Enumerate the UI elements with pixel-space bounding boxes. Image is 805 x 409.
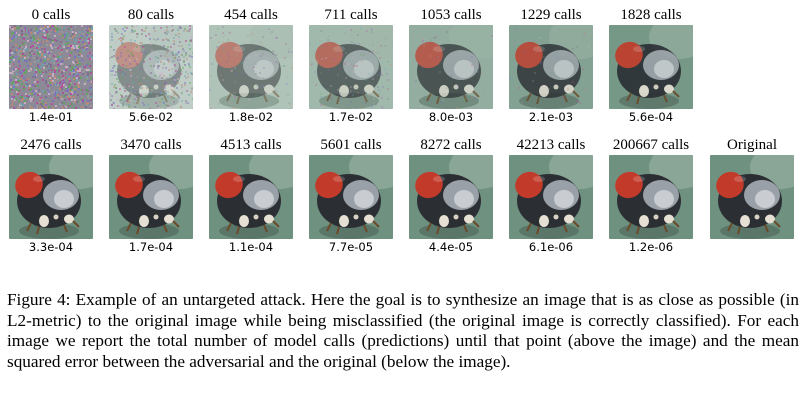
figure-panel: 1053 calls 8.0e-03 bbox=[401, 7, 501, 126]
ladybug-image bbox=[609, 25, 693, 109]
model-calls-label: 1828 calls bbox=[620, 7, 682, 23]
mse-label: 3.3e-04 bbox=[28, 240, 74, 254]
mse-label: 1.1e-04 bbox=[228, 240, 274, 254]
model-calls-label: 5601 calls bbox=[320, 137, 382, 153]
ladybug-image bbox=[309, 155, 393, 239]
model-calls-label: 200667 calls bbox=[612, 137, 690, 153]
model-calls-label: 454 calls bbox=[224, 7, 278, 23]
model-calls-label: 4513 calls bbox=[220, 137, 282, 153]
figure-panel: 200667 calls 1.2e-06 bbox=[601, 137, 701, 256]
figure-panel: 42213 calls 6.1e-06 bbox=[501, 137, 601, 256]
figure-grid: 0 calls 1.4e-01 80 calls 5.6e-02 454 calls 1.… bbox=[1, 7, 794, 254]
model-calls-label: 1229 calls bbox=[520, 7, 582, 23]
mse-label: 1.8e-02 bbox=[228, 110, 274, 124]
ladybug-image bbox=[209, 25, 293, 109]
mse-label: 5.6e-02 bbox=[128, 110, 174, 124]
model-calls-label: 42213 calls bbox=[516, 137, 586, 153]
ladybug-image bbox=[409, 155, 493, 239]
figure-panel: 711 calls 1.7e-02 bbox=[301, 7, 401, 126]
ladybug-image bbox=[509, 25, 593, 109]
mse-label: 1.7e-02 bbox=[328, 110, 374, 124]
model-calls-label: 0 calls bbox=[31, 7, 71, 23]
figure-panel: 4513 calls 1.1e-04 bbox=[201, 137, 301, 256]
mse-label: 1.4e-01 bbox=[28, 110, 74, 124]
ladybug-image bbox=[9, 155, 93, 239]
ladybug-image bbox=[209, 155, 293, 239]
figure-panel: 454 calls 1.8e-02 bbox=[201, 7, 301, 126]
mse-label: 1.7e-04 bbox=[128, 240, 174, 254]
figure-panel: Original bbox=[702, 137, 802, 256]
model-calls-label: 1053 calls bbox=[420, 7, 482, 23]
ladybug-image bbox=[409, 25, 493, 109]
mse-label: 7.7e-05 bbox=[328, 240, 374, 254]
figure-caption: Figure 4: Example of an untargeted attac… bbox=[7, 290, 799, 371]
mse-label: 6.1e-06 bbox=[528, 240, 574, 254]
figure-panel: 8272 calls 4.4e-05 bbox=[401, 137, 501, 256]
mse-label: 8.0e-03 bbox=[428, 110, 474, 124]
ladybug-image bbox=[309, 25, 393, 109]
figure-panel: 80 calls 5.6e-02 bbox=[101, 7, 201, 126]
ladybug-image bbox=[710, 155, 794, 239]
figure-panel: 1229 calls 2.1e-03 bbox=[501, 7, 601, 126]
ladybug-image bbox=[109, 155, 193, 239]
model-calls-label: Original bbox=[727, 137, 777, 153]
figure-panel: 2476 calls 3.3e-04 bbox=[1, 137, 101, 256]
mse-label: 1.2e-06 bbox=[628, 240, 674, 254]
ladybug-image bbox=[609, 155, 693, 239]
mse-label bbox=[702, 240, 802, 256]
model-calls-label: 80 calls bbox=[127, 7, 175, 23]
ladybug-image bbox=[509, 155, 593, 239]
figure-panel: 3470 calls 1.7e-04 bbox=[101, 137, 201, 256]
mse-label: 5.6e-04 bbox=[628, 110, 674, 124]
figure-panel: 0 calls 1.4e-01 bbox=[1, 7, 101, 126]
mse-label: 2.1e-03 bbox=[528, 110, 574, 124]
ladybug-image bbox=[9, 25, 93, 109]
mse-label: 4.4e-05 bbox=[428, 240, 474, 254]
model-calls-label: 2476 calls bbox=[20, 137, 82, 153]
figure-panel: 1828 calls 5.6e-04 bbox=[601, 7, 701, 126]
model-calls-label: 711 calls bbox=[324, 7, 378, 23]
model-calls-label: 3470 calls bbox=[120, 137, 182, 153]
figure-panel: 5601 calls 7.7e-05 bbox=[301, 137, 401, 256]
model-calls-label: 8272 calls bbox=[420, 137, 482, 153]
ladybug-image bbox=[109, 25, 193, 109]
